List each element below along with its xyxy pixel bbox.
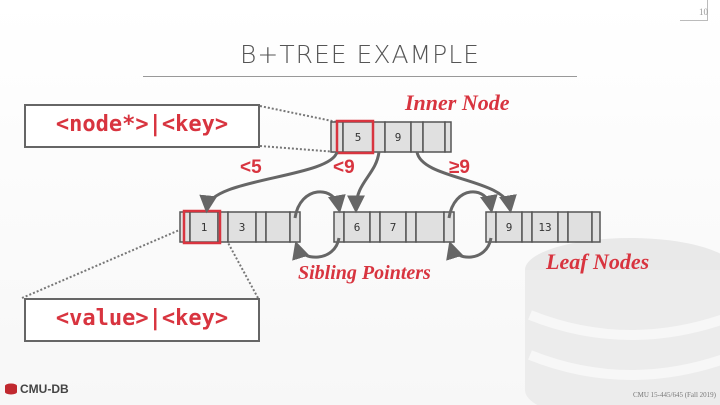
- comparison-ge9: ≥9: [449, 157, 470, 178]
- leaf-node-1: 1 3: [179, 209, 301, 245]
- logo-text: CMU-DB: [20, 382, 69, 396]
- corner-rule-vertical: [707, 0, 708, 20]
- child-pointer-ge9: [415, 151, 517, 214]
- slide-title: B+TREE EXAMPLE: [240, 40, 480, 69]
- inner-callout-line-top: [259, 105, 338, 123]
- child-pointer-lt9: [347, 151, 381, 214]
- title-underline: [143, 76, 577, 77]
- leaf-1-key-1: 3: [239, 221, 246, 234]
- child-pointer-lt5: [199, 151, 339, 214]
- leaf-1-key-0: 1: [201, 221, 208, 234]
- inner-entry-format-box: <node*>|<key>: [24, 104, 260, 148]
- leaf-2-key-0: 6: [354, 221, 361, 234]
- leaf-nodes-label: Leaf Nodes: [546, 249, 650, 274]
- leaf-2-key-1: 7: [390, 221, 397, 234]
- course-footer: CMU 15-445/645 (Fall 2019): [632, 391, 716, 399]
- page-number: 10: [699, 7, 708, 17]
- inner-node-label: Inner Node: [405, 90, 510, 115]
- inner-callout-line-bottom: [259, 145, 338, 153]
- database-watermark-icon: [525, 238, 720, 405]
- leaf-callout-line-left: [21, 227, 185, 299]
- inner-highlight: [335, 119, 375, 155]
- comparison-lt9: <9: [333, 157, 355, 178]
- comparison-lt5: <5: [240, 157, 262, 178]
- sibling-pointer-1-2-bottom: [292, 237, 341, 261]
- corner-rule-horizontal: [680, 20, 708, 21]
- inner-key-1: 9: [395, 131, 402, 144]
- leaf-callout-line-right: [219, 227, 259, 299]
- inner-node: 5 9: [330, 119, 452, 155]
- sibling-pointer-2-3-top: [447, 190, 498, 219]
- leaf-3-key-1: 13: [538, 221, 551, 234]
- leaf-node-3: 9 13: [485, 211, 601, 243]
- leaf-entry-format-box: <value>|<key>: [24, 298, 260, 342]
- cmu-db-logo: CMU-DB: [4, 382, 69, 396]
- sibling-pointer-1-2-top: [293, 190, 346, 219]
- leaf-node-2: 6 7: [333, 211, 455, 243]
- sibling-pointers-label: Sibling Pointers: [298, 262, 431, 284]
- inner-key-0: 5: [355, 131, 362, 144]
- sibling-pointer-2-3-bottom: [446, 237, 493, 261]
- leaf-3-key-0: 9: [506, 221, 513, 234]
- database-logo-icon: [5, 383, 17, 395]
